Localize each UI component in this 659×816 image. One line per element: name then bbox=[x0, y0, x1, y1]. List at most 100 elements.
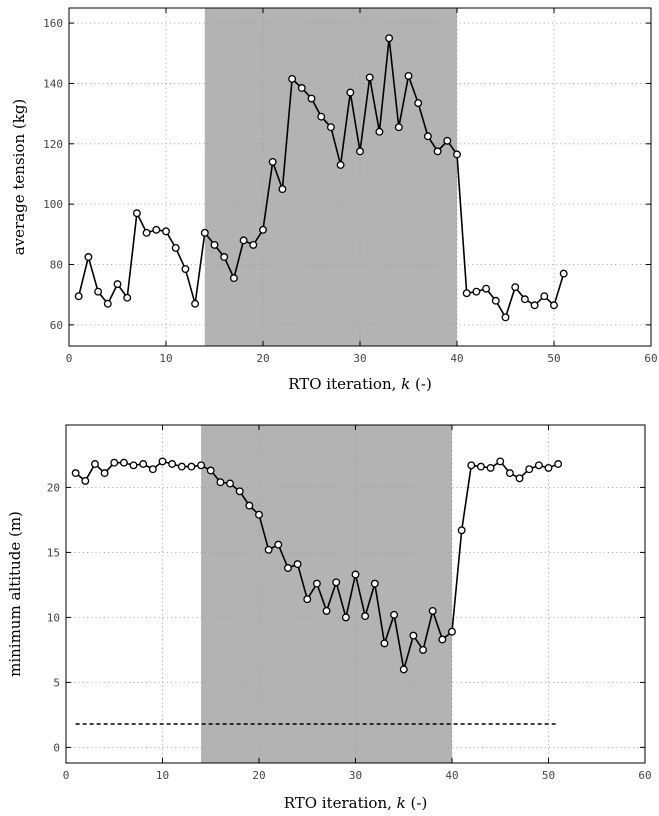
data-point bbox=[235, 487, 244, 496]
data-point bbox=[168, 460, 177, 468]
data-point bbox=[187, 462, 196, 471]
data-point bbox=[346, 88, 355, 97]
y-tick-label: 140 bbox=[43, 77, 63, 90]
data-point bbox=[158, 457, 167, 466]
data-point bbox=[540, 292, 549, 301]
data-point bbox=[477, 462, 485, 471]
data-point bbox=[123, 293, 132, 302]
data-point bbox=[216, 478, 225, 487]
data-point bbox=[142, 228, 151, 237]
data-point bbox=[530, 301, 539, 310]
data-point bbox=[351, 570, 360, 579]
data-point bbox=[103, 299, 112, 308]
data-point bbox=[554, 460, 563, 468]
x-tick-label: 50 bbox=[547, 352, 560, 365]
data-point bbox=[419, 645, 427, 654]
x-tick-label: 60 bbox=[638, 769, 651, 782]
y-tick-label: 5 bbox=[53, 676, 60, 689]
data-point bbox=[438, 635, 447, 644]
data-point bbox=[94, 287, 103, 296]
x-tick-label: 40 bbox=[445, 769, 458, 782]
data-point bbox=[303, 595, 312, 604]
data-point bbox=[520, 295, 529, 304]
data-point bbox=[200, 228, 209, 237]
data-point bbox=[132, 209, 141, 218]
data-point bbox=[278, 185, 287, 194]
data-point bbox=[365, 73, 374, 82]
data-point bbox=[433, 147, 442, 156]
data-point bbox=[511, 283, 520, 292]
y-tick-label: 15 bbox=[47, 546, 60, 559]
data-point bbox=[171, 243, 180, 252]
data-point bbox=[375, 127, 384, 136]
data-point bbox=[191, 299, 200, 308]
data-point bbox=[206, 466, 215, 475]
data-point bbox=[317, 112, 326, 121]
data-point bbox=[501, 313, 510, 322]
data-point bbox=[361, 612, 370, 621]
data-point bbox=[448, 627, 456, 636]
data-point bbox=[220, 253, 229, 261]
data-point bbox=[453, 150, 461, 159]
x-tick-label: 10 bbox=[156, 769, 169, 782]
x-axis-label: RTO iteration, k (-) bbox=[284, 794, 428, 812]
data-point bbox=[443, 136, 452, 145]
data-point bbox=[264, 545, 273, 554]
data-point bbox=[81, 476, 90, 485]
x-tick-label: 10 bbox=[159, 352, 172, 365]
y-tick-label: 20 bbox=[47, 481, 60, 494]
data-point bbox=[71, 469, 80, 478]
data-point bbox=[249, 240, 258, 249]
shaded-region bbox=[201, 425, 452, 763]
data-point bbox=[428, 606, 437, 615]
data-point bbox=[239, 236, 248, 245]
data-point bbox=[356, 147, 364, 156]
data-point bbox=[90, 460, 99, 468]
y-axis-label: minimum altitude (m) bbox=[6, 511, 24, 677]
data-point bbox=[119, 458, 128, 467]
data-point bbox=[380, 639, 389, 648]
data-point bbox=[394, 123, 403, 132]
data-point bbox=[332, 578, 341, 587]
shaded-region bbox=[204, 8, 457, 346]
data-point bbox=[423, 132, 432, 141]
data-point bbox=[284, 564, 292, 572]
x-tick-label: 30 bbox=[349, 769, 362, 782]
data-point bbox=[148, 465, 157, 474]
x-tick-label: 20 bbox=[252, 769, 265, 782]
data-point bbox=[274, 540, 283, 549]
y-tick-label: 60 bbox=[50, 319, 63, 332]
y-tick-label: 80 bbox=[50, 259, 63, 272]
data-point bbox=[457, 526, 466, 535]
data-point bbox=[322, 606, 331, 615]
data-point bbox=[336, 160, 345, 169]
data-point bbox=[404, 71, 413, 80]
data-point bbox=[84, 253, 93, 261]
data-point bbox=[559, 269, 568, 278]
data-point bbox=[181, 265, 190, 273]
data-point bbox=[245, 501, 254, 510]
data-point bbox=[229, 274, 238, 283]
data-point bbox=[312, 579, 321, 588]
data-point bbox=[491, 296, 500, 305]
data-point bbox=[162, 227, 170, 236]
data-point bbox=[113, 280, 122, 289]
data-point bbox=[341, 613, 350, 622]
data-point bbox=[139, 460, 148, 468]
data-point bbox=[472, 287, 481, 296]
data-point bbox=[259, 225, 267, 234]
data-point bbox=[307, 94, 316, 103]
x-tick-label: 20 bbox=[256, 352, 269, 365]
y-tick-label: 10 bbox=[47, 611, 60, 624]
altitude-chart-panel: 0 10 20 30 40 50 60 0 5 10 15 20 RTO iteration, k (-… bbox=[6, 424, 652, 812]
x-tick-label: 60 bbox=[644, 352, 657, 365]
x-tick-label: 50 bbox=[542, 769, 555, 782]
y-tick-label: 160 bbox=[43, 17, 63, 30]
y-axis-label: average tension (kg) bbox=[10, 99, 28, 256]
data-point bbox=[399, 665, 408, 674]
data-point bbox=[74, 292, 83, 301]
data-point bbox=[515, 474, 524, 483]
data-point bbox=[152, 225, 161, 234]
data-point bbox=[496, 457, 505, 466]
